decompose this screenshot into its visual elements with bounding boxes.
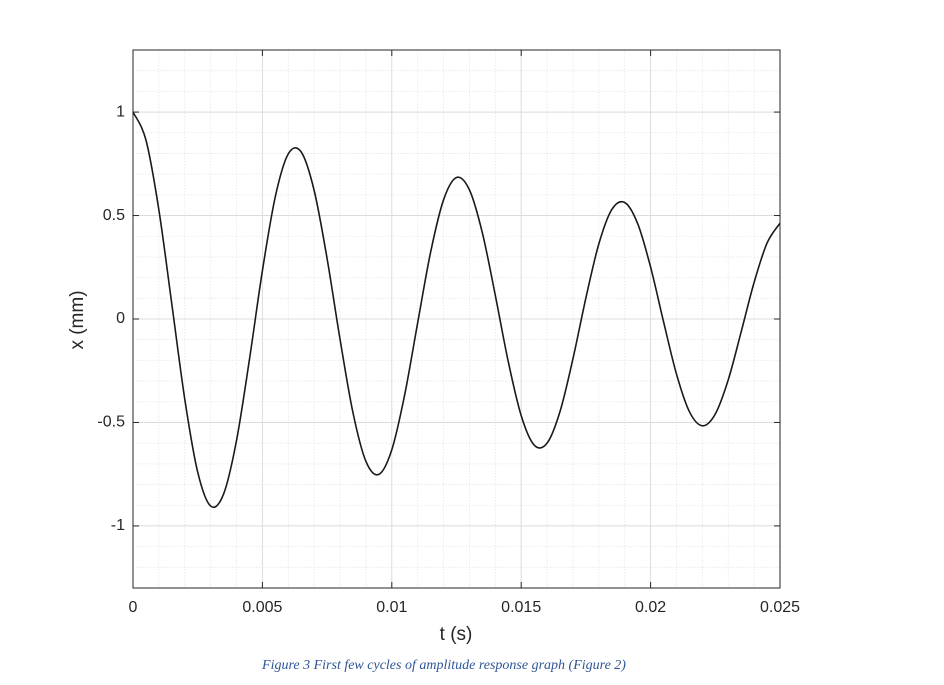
y-tick-label: 0.5 [103,207,125,224]
x-axis-label: t (s) [440,624,473,645]
y-axis-label: x (mm) [67,290,88,349]
x-tick-label: 0.02 [635,599,666,616]
caption: Figure 3 First few cycles of amplitude r… [261,658,626,673]
x-tick-label: 0.005 [242,599,282,616]
y-tick-label: 0 [116,310,125,327]
x-tick-label: 0.01 [376,599,407,616]
x-tick-label: 0 [129,599,138,616]
y-tick-label: 1 [116,103,125,120]
axes-box [132,49,781,589]
y-tick-label: -1 [111,517,125,534]
line [132,111,781,509]
x-tick-label: 0.025 [760,599,800,616]
x-tick-label: 0.015 [501,599,541,616]
y-tick-label: -0.5 [97,414,125,431]
